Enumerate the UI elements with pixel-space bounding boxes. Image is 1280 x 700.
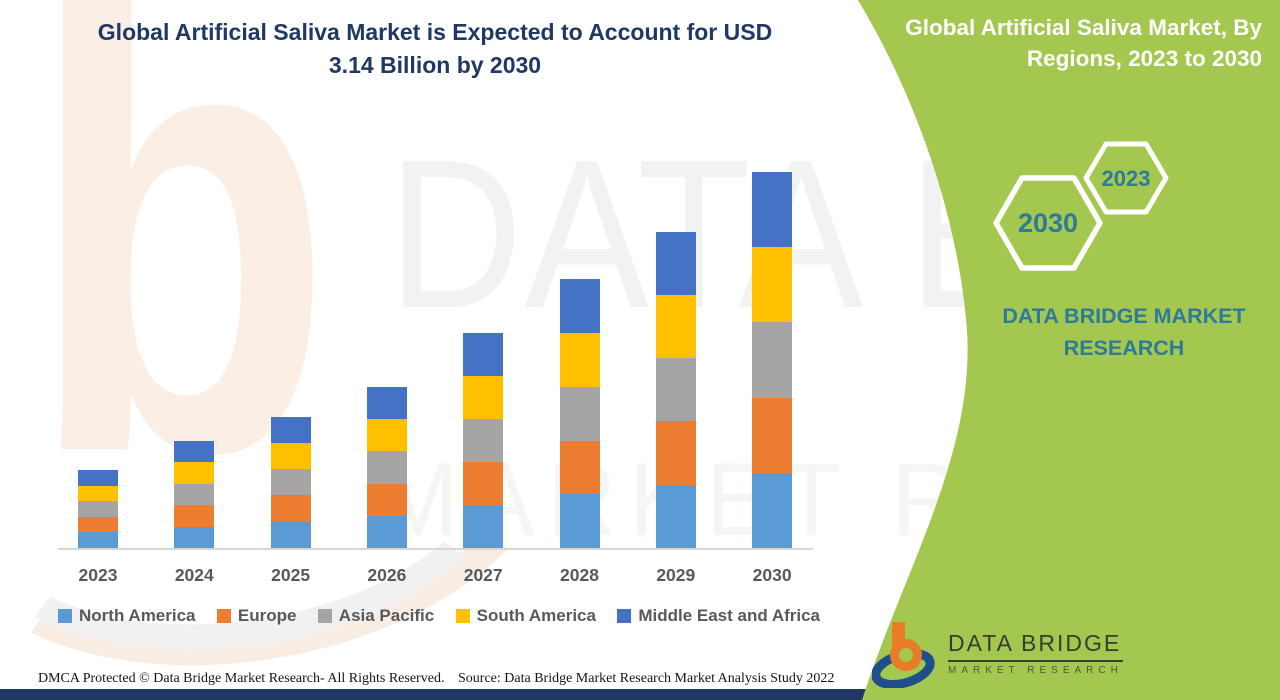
legend-item-europe: Europe (216, 606, 297, 626)
legend-item-north-america: North America (58, 606, 196, 626)
bar-segment-2023-south-america (78, 485, 118, 502)
bar-segment-2028-north-america (559, 494, 600, 548)
bar-segment-2028-south-america (559, 333, 600, 387)
bar-segment-2028-europe (559, 440, 600, 495)
green-swoosh-shape (858, 0, 1280, 700)
x-axis-label-2024: 2024 (174, 565, 214, 585)
bar-segment-2025-south-america (270, 442, 311, 470)
company-logo-subtitle: MARKET RESEARCH (948, 665, 1123, 676)
legend-swatch (455, 609, 470, 623)
x-axis-label-2027: 2027 (463, 565, 503, 585)
year-hexagons: 2030 2023 (993, 141, 1169, 271)
bar-segment-2030-asia-pacific (752, 322, 793, 398)
bar-segment-2029-asia-pacific (655, 358, 696, 422)
legend-swatch (617, 609, 632, 623)
bar-segment-2024-asia-pacific (174, 483, 215, 505)
bar-segment-2023-europe (78, 516, 118, 533)
page-title-line2: 3.14 Billion by 2030 (328, 52, 542, 78)
bar-segment-2026-middle-east-and-africa (366, 386, 407, 420)
legend-item-asia-pacific: Asia Pacific (317, 606, 435, 626)
brand-wordmark-line1: DATA BRIDGE MARKET (1002, 304, 1246, 328)
bar-segment-2024-south-america (174, 462, 215, 484)
bar-segment-2028-asia-pacific (559, 386, 600, 441)
bar-segment-2023-north-america (78, 532, 118, 548)
hexagon-2023 (1083, 141, 1169, 215)
bar-segment-2025-europe (270, 495, 311, 522)
company-logo-name: DATA BRIDGE (948, 630, 1123, 662)
company-logo: DATA BRIDGE MARKET RESEARCH (872, 620, 1123, 688)
logo-b-bowl-hole (899, 648, 913, 662)
x-axis-label-2026: 2026 (367, 565, 407, 585)
bar-segment-2030-europe (752, 397, 793, 473)
brand-wordmark: DATA BRIDGE MARKET RESEARCH (985, 300, 1263, 364)
page-title-line1: Global Artificial Saliva Market is Expec… (97, 19, 773, 45)
legend-label: North America (79, 606, 196, 625)
x-axis-label-2025: 2025 (271, 565, 311, 585)
legend-item-south-america: South America (455, 606, 596, 626)
legend-swatch (58, 609, 72, 623)
bar-segment-2029-middle-east-and-africa (655, 231, 696, 295)
bar-segment-2028-middle-east-and-africa (559, 279, 600, 334)
footer-dmca-text: DMCA Protected © Data Bridge Market Rese… (38, 671, 445, 686)
bar-segment-2029-south-america (655, 294, 696, 359)
bar-segment-2025-middle-east-and-africa (270, 416, 311, 443)
bar-segment-2030-middle-east-and-africa (752, 171, 793, 248)
hexagon-2030-label: 2030 (1018, 208, 1078, 238)
bar-segment-2027-north-america (463, 505, 504, 548)
bar-segment-2024-europe (174, 505, 215, 527)
legend-label: Asia Pacific (338, 606, 435, 625)
page-title: Global Artificial Saliva Market is Expec… (75, 16, 795, 82)
legend-swatch (216, 609, 231, 623)
bar-segment-2027-europe (463, 462, 504, 505)
bar-segment-2025-asia-pacific (270, 469, 311, 496)
bar-segment-2025-north-america (270, 521, 311, 548)
bar-segment-2030-south-america (752, 247, 793, 323)
x-axis-label-2028: 2028 (560, 565, 599, 585)
bar-segment-2026-south-america (366, 419, 407, 452)
bar-segment-2026-north-america (366, 515, 407, 548)
hexagon-2030 (993, 175, 1103, 271)
bar-segment-2023-asia-pacific (78, 501, 118, 517)
bar-segment-2029-europe (655, 421, 696, 485)
side-title-line2: Regions, 2023 to 2030 (1026, 46, 1262, 71)
bar-segment-2027-asia-pacific (463, 419, 504, 463)
bar-segment-2030-north-america (752, 472, 793, 548)
side-title-line1: Global Artificial Saliva Market, By (905, 15, 1262, 40)
bar-segment-2029-north-america (655, 484, 696, 548)
hexagon-2023-label: 2023 (1102, 166, 1151, 191)
footer-source-text: Source: Data Bridge Market Research Mark… (458, 671, 835, 686)
company-logo-text: DATA BRIDGE MARKET RESEARCH (948, 620, 1123, 676)
footer-accent-bar (0, 689, 872, 700)
bar-segment-2026-europe (366, 483, 407, 516)
legend-label: Europe (237, 606, 297, 625)
legend-label: Middle East and Africa (638, 606, 820, 625)
bar-segment-2027-middle-east-and-africa (463, 333, 504, 377)
side-title: Global Artificial Saliva Market, By Regi… (905, 12, 1262, 74)
bar-segment-2026-asia-pacific (366, 451, 407, 484)
bar-segment-2024-north-america (174, 526, 215, 548)
x-axis-label-2029: 2029 (656, 565, 696, 585)
legend-label: South America (476, 606, 596, 625)
legend-swatch (317, 609, 332, 623)
company-logo-icon (872, 622, 935, 688)
brand-wordmark-line2: RESEARCH (1063, 336, 1185, 360)
legend-item-middle-east-and-africa: Middle East and Africa (617, 606, 820, 626)
x-axis-line (58, 548, 813, 550)
bar-segment-2027-south-america (463, 376, 504, 420)
x-axis-label-2030: 2030 (752, 565, 792, 585)
bar-segment-2024-middle-east-and-africa (174, 440, 215, 463)
bar-segment-2023-middle-east-and-africa (78, 470, 118, 486)
x-axis-label-2023: 2023 (78, 565, 118, 585)
chart-legend: North America Europe Asia Pacific South Ame… (58, 606, 820, 626)
